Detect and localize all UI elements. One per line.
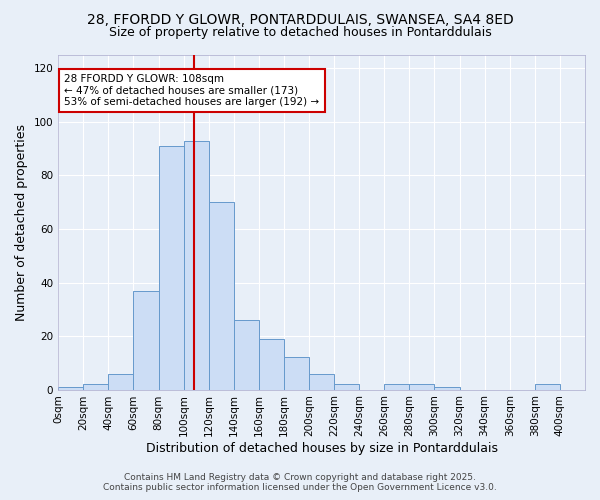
Bar [133, 290, 158, 390]
Bar [83, 384, 109, 390]
Text: 28 FFORDD Y GLOWR: 108sqm
← 47% of detached houses are smaller (173)
53% of semi: 28 FFORDD Y GLOWR: 108sqm ← 47% of detac… [64, 74, 320, 107]
Bar [284, 358, 309, 390]
Bar [334, 384, 359, 390]
Bar [259, 338, 284, 390]
Bar [309, 374, 334, 390]
Bar [109, 374, 133, 390]
Text: Contains HM Land Registry data © Crown copyright and database right 2025.
Contai: Contains HM Land Registry data © Crown c… [103, 473, 497, 492]
Bar [434, 387, 460, 390]
Bar [58, 387, 83, 390]
Text: 28, FFORDD Y GLOWR, PONTARDDULAIS, SWANSEA, SA4 8ED: 28, FFORDD Y GLOWR, PONTARDDULAIS, SWANS… [86, 12, 514, 26]
Bar [209, 202, 234, 390]
Text: Size of property relative to detached houses in Pontarddulais: Size of property relative to detached ho… [109, 26, 491, 39]
Bar [158, 146, 184, 390]
Bar [535, 384, 560, 390]
Y-axis label: Number of detached properties: Number of detached properties [15, 124, 28, 321]
Bar [385, 384, 409, 390]
X-axis label: Distribution of detached houses by size in Pontarddulais: Distribution of detached houses by size … [146, 442, 497, 455]
Bar [409, 384, 434, 390]
Bar [234, 320, 259, 390]
Bar [184, 140, 209, 390]
